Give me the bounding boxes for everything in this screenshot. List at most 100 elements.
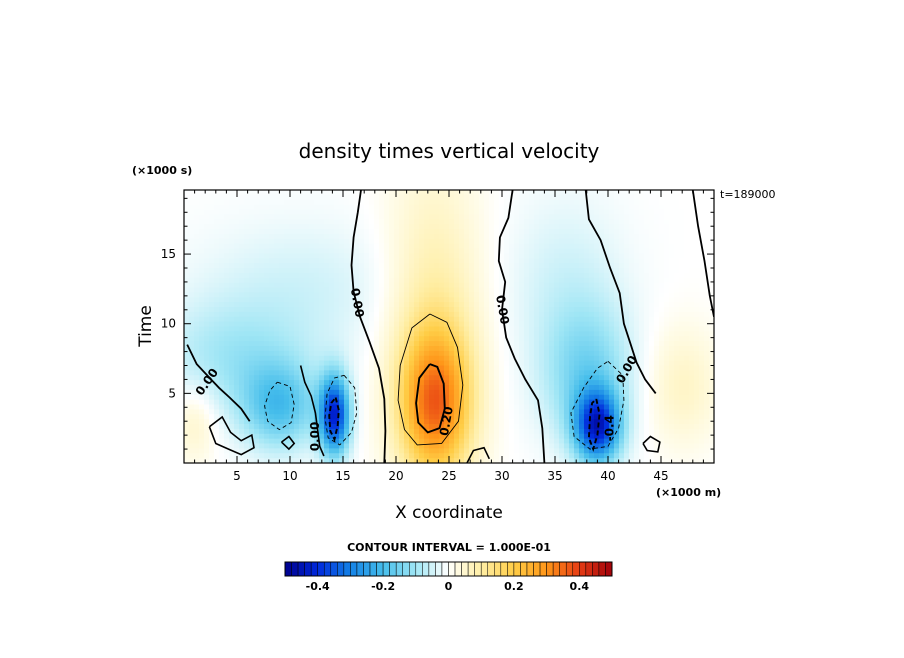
heatmap-cell xyxy=(349,277,355,284)
heatmap-cell xyxy=(434,399,440,406)
heatmap-cell xyxy=(224,229,230,235)
heatmap-cell xyxy=(329,336,335,342)
heatmap-cell xyxy=(504,428,510,435)
heatmap-cell xyxy=(559,424,565,430)
heatmap-cell xyxy=(464,458,470,463)
heatmap-cell xyxy=(319,453,325,459)
heatmap-cell xyxy=(374,190,380,196)
heatmap-cell xyxy=(354,419,360,425)
heatmap-cell xyxy=(599,297,605,303)
heatmap-cell xyxy=(304,389,310,396)
heatmap-cell xyxy=(574,253,580,259)
heatmap-cell xyxy=(524,272,530,279)
heatmap-cell xyxy=(504,331,510,337)
heatmap-cell xyxy=(489,414,495,420)
heatmap-cell xyxy=(609,282,615,289)
heatmap-cell xyxy=(184,233,190,240)
heatmap-cell xyxy=(244,219,250,225)
heatmap-cell xyxy=(569,389,575,396)
heatmap-cell xyxy=(364,277,370,284)
heatmap-cell xyxy=(234,336,240,342)
heatmap-cell xyxy=(494,253,500,259)
heatmap-cell xyxy=(189,243,195,250)
heatmap-cell xyxy=(214,243,220,250)
heatmap-cell xyxy=(334,209,340,215)
heatmap-cell xyxy=(404,443,410,449)
heatmap-cell xyxy=(334,307,340,313)
heatmap-cell xyxy=(359,204,365,211)
heatmap-cell xyxy=(324,316,330,323)
heatmap-cell xyxy=(454,272,460,279)
heatmap-cell xyxy=(584,238,590,245)
heatmap-cell xyxy=(204,453,210,459)
heatmap-cell xyxy=(414,307,420,313)
heatmap-cell xyxy=(264,341,270,347)
heatmap-cell xyxy=(614,311,620,318)
heatmap-cell xyxy=(344,194,350,201)
heatmap-cell xyxy=(479,243,485,250)
heatmap-cell xyxy=(409,389,415,396)
heatmap-cell xyxy=(559,360,565,367)
heatmap-cell xyxy=(364,258,370,264)
heatmap-cell xyxy=(269,292,275,298)
heatmap-cell xyxy=(304,277,310,284)
heatmap-cell xyxy=(304,302,310,308)
heatmap-cell xyxy=(549,399,555,406)
heatmap-cell xyxy=(299,302,305,308)
heatmap-cell xyxy=(539,297,545,303)
heatmap-cell xyxy=(304,380,310,386)
heatmap-cell xyxy=(239,263,245,269)
heatmap-cell xyxy=(494,287,500,293)
heatmap-cell xyxy=(499,243,505,250)
heatmap-cell xyxy=(579,263,585,269)
heatmap-cell xyxy=(419,399,425,406)
heatmap-cell xyxy=(419,253,425,259)
heatmap-cell xyxy=(384,282,390,289)
heatmap-cell xyxy=(394,458,400,463)
heatmap-cell xyxy=(234,375,240,381)
heatmap-cell xyxy=(259,214,265,220)
heatmap-cell xyxy=(364,404,370,410)
heatmap-cell xyxy=(199,292,205,298)
heatmap-cell xyxy=(574,277,580,284)
heatmap-cell xyxy=(239,409,245,415)
heatmap-cell xyxy=(519,321,525,328)
heatmap-cell xyxy=(409,302,415,308)
heatmap-cell xyxy=(574,414,580,420)
heatmap-cell xyxy=(374,341,380,347)
heatmap-cell xyxy=(529,394,535,401)
heatmap-cell xyxy=(204,292,210,298)
heatmap-cell xyxy=(259,350,265,357)
heatmap-cell xyxy=(539,409,545,415)
heatmap-cell xyxy=(309,365,315,371)
heatmap-cell xyxy=(214,438,220,445)
heatmap-cell xyxy=(494,389,500,396)
heatmap-cell xyxy=(604,385,610,391)
heatmap-cell xyxy=(624,365,630,371)
heatmap-cell xyxy=(389,448,395,454)
heatmap-cell xyxy=(234,243,240,250)
heatmap-cell xyxy=(619,248,625,254)
heatmap-cell xyxy=(579,194,585,201)
heatmap-cell xyxy=(364,443,370,449)
heatmap-cell xyxy=(244,297,250,303)
heatmap-cell xyxy=(249,214,255,220)
heatmap-cell xyxy=(574,380,580,386)
heatmap-cell xyxy=(609,331,615,337)
heatmap-cell xyxy=(564,443,570,449)
heatmap-cell xyxy=(244,253,250,259)
heatmap-cell xyxy=(274,311,280,318)
heatmap-cell xyxy=(319,253,325,259)
heatmap-cell xyxy=(534,389,540,396)
heatmap-cell xyxy=(609,321,615,328)
heatmap-cell xyxy=(409,404,415,410)
heatmap-cell xyxy=(594,321,600,328)
heatmap-cell xyxy=(524,277,530,284)
heatmap-cell xyxy=(294,258,300,264)
heatmap-cell xyxy=(419,194,425,201)
heatmap-cell xyxy=(424,355,430,362)
heatmap-cell xyxy=(394,336,400,342)
heatmap-cell xyxy=(219,277,225,284)
heatmap-cell xyxy=(604,438,610,445)
heatmap-cell xyxy=(399,287,405,293)
